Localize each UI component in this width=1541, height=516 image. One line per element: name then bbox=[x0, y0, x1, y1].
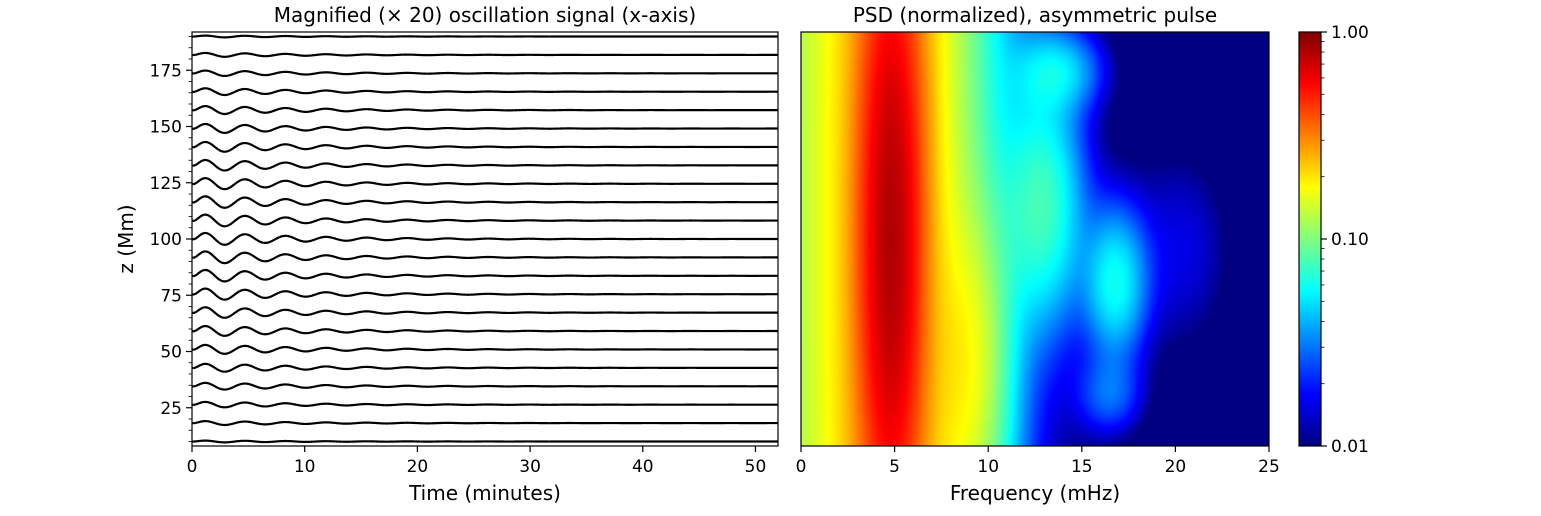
signal-trace bbox=[192, 362, 778, 373]
signal-trace bbox=[192, 439, 778, 444]
psd-panel: PSD (normalized), asymmetric pulse 0 5 10 1… bbox=[796, 3, 1280, 505]
psd-x-tick-label: 5 bbox=[889, 457, 900, 477]
psd-x-tick-label: 10 bbox=[977, 457, 999, 477]
signal-traces bbox=[192, 34, 778, 444]
signal-y-tick-label: 125 bbox=[150, 174, 182, 194]
psd-x-tick-label: 15 bbox=[1071, 457, 1093, 477]
colorbar: 1.00 0.10 0.01 bbox=[1298, 23, 1369, 457]
colorbar-gradient bbox=[1299, 32, 1321, 446]
colorbar-tick-label: 1.00 bbox=[1331, 23, 1369, 43]
signal-trace bbox=[192, 287, 778, 301]
signal-x-tick-label: 0 bbox=[187, 457, 198, 477]
signal-x-tick-label: 20 bbox=[407, 457, 429, 477]
signal-x-tick-label: 50 bbox=[745, 457, 767, 477]
signal-panel: Magnified (× 20) oscillation signal (x-a… bbox=[114, 3, 779, 505]
signal-y-tick-label: 25 bbox=[160, 399, 182, 419]
signal-x-axis-label: Time (minutes) bbox=[408, 481, 561, 505]
signal-x-tick-label: 40 bbox=[632, 457, 654, 477]
psd-plot-frame bbox=[800, 31, 1270, 447]
signal-y-tick-label: 50 bbox=[160, 343, 182, 363]
signal-trace bbox=[192, 140, 778, 153]
psd-title: PSD (normalized), asymmetric pulse bbox=[853, 3, 1217, 27]
signal-trace bbox=[192, 268, 778, 283]
colorbar-tick-label: 0.01 bbox=[1331, 437, 1369, 457]
signal-y-tick-label: 175 bbox=[150, 61, 182, 81]
signal-trace bbox=[192, 51, 778, 58]
psd-x-tick-label: 20 bbox=[1165, 457, 1187, 477]
signal-trace bbox=[192, 158, 778, 172]
signal-y-tick-label: 150 bbox=[150, 118, 182, 138]
signal-trace bbox=[192, 343, 778, 355]
signal-trace bbox=[192, 381, 778, 391]
psd-x-axis: 0 5 10 15 20 25 bbox=[796, 446, 1280, 477]
psd-x-tick-label: 25 bbox=[1258, 457, 1280, 477]
signal-title: Magnified (× 20) oscillation signal (x-a… bbox=[274, 3, 696, 27]
psd-x-axis-label: Frequency (mHz) bbox=[950, 481, 1120, 505]
colorbar-tick-label: 0.10 bbox=[1331, 230, 1369, 250]
signal-trace bbox=[192, 177, 778, 191]
signal-trace bbox=[192, 122, 778, 134]
signal-y-axis-label: z (Mm) bbox=[114, 204, 138, 273]
signal-trace bbox=[192, 105, 778, 116]
signal-x-tick-label: 10 bbox=[294, 457, 316, 477]
signal-trace bbox=[192, 34, 778, 39]
signal-trace bbox=[192, 87, 778, 97]
signal-x-axis: 0 10 20 30 40 50 bbox=[187, 446, 767, 477]
signal-x-tick-label: 30 bbox=[519, 457, 541, 477]
signal-trace bbox=[192, 420, 778, 427]
signal-trace bbox=[192, 69, 778, 78]
signal-trace bbox=[192, 231, 778, 246]
signal-trace bbox=[192, 250, 778, 265]
signal-trace bbox=[192, 306, 778, 319]
psd-x-tick-label: 0 bbox=[796, 457, 807, 477]
signal-trace bbox=[192, 324, 778, 337]
signal-y-axis: 25 50 75 100 125 150 175 bbox=[150, 36, 192, 442]
signal-y-tick-label: 75 bbox=[160, 286, 182, 306]
signal-trace bbox=[192, 400, 778, 409]
colorbar-ticks: 1.00 0.10 0.01 bbox=[1321, 23, 1369, 457]
signal-y-tick-label: 100 bbox=[150, 230, 182, 250]
signal-trace bbox=[192, 195, 778, 209]
psd-heatmap bbox=[801, 32, 1269, 446]
signal-trace bbox=[192, 213, 778, 228]
